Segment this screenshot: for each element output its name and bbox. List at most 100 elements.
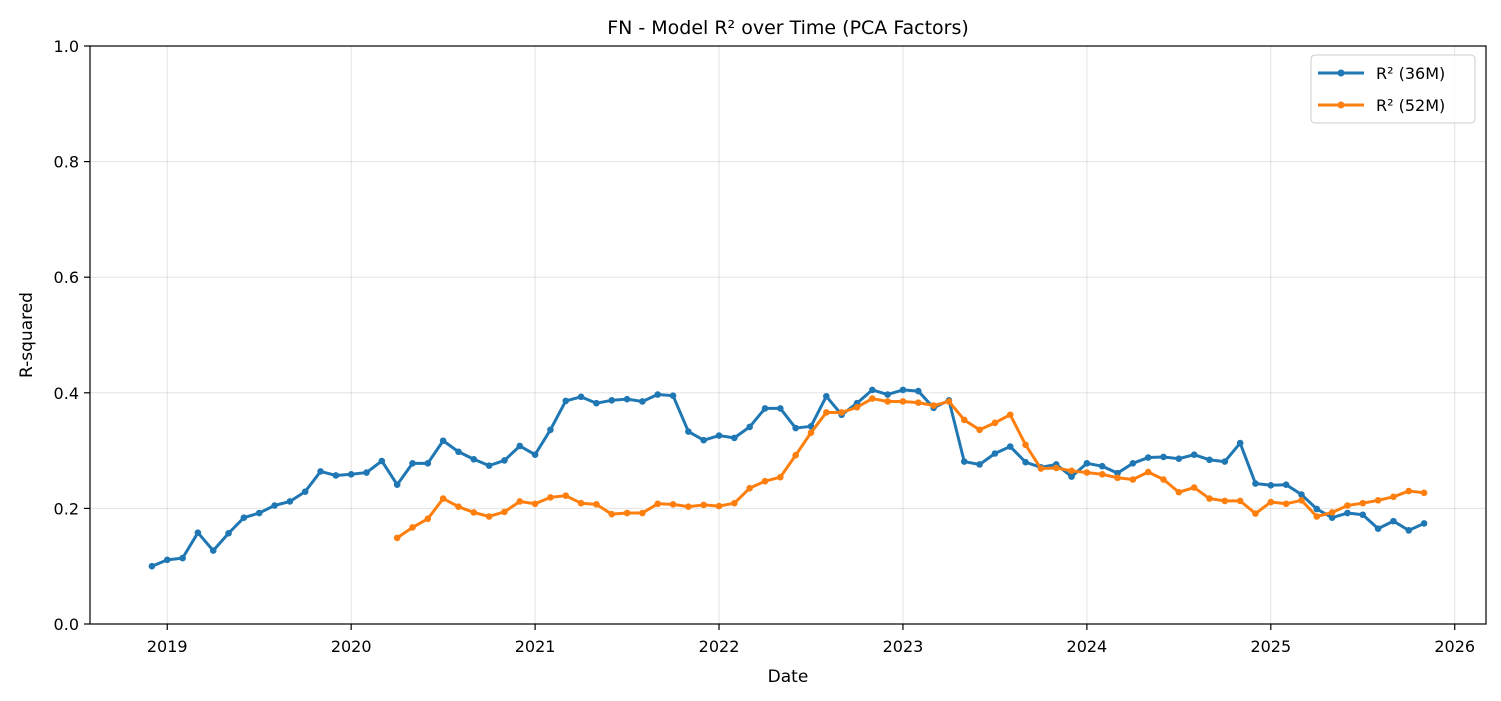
data-point bbox=[960, 416, 968, 424]
data-point bbox=[777, 473, 784, 481]
data-point bbox=[884, 398, 891, 405]
data-point bbox=[1175, 455, 1183, 462]
data-point bbox=[1221, 497, 1229, 505]
data-point bbox=[731, 434, 738, 442]
data-point bbox=[470, 509, 478, 516]
data-point bbox=[424, 460, 432, 467]
x-tick-label: 2021 bbox=[515, 637, 556, 656]
data-point bbox=[869, 395, 876, 402]
data-point bbox=[1144, 468, 1152, 476]
data-point bbox=[639, 398, 646, 405]
y-tick-label: 0.6 bbox=[54, 268, 79, 287]
data-point bbox=[899, 398, 907, 405]
data-point bbox=[286, 498, 294, 505]
data-point bbox=[823, 392, 830, 400]
x-tick-label: 2026 bbox=[1434, 637, 1475, 656]
data-point bbox=[1006, 411, 1014, 419]
data-point bbox=[531, 500, 539, 508]
data-point bbox=[869, 386, 876, 394]
data-point bbox=[1144, 454, 1152, 461]
data-point bbox=[439, 495, 447, 502]
x-tick-label: 2024 bbox=[1067, 637, 1108, 656]
data-point bbox=[409, 460, 416, 467]
data-point bbox=[1037, 465, 1045, 472]
data-point bbox=[639, 509, 646, 517]
data-point bbox=[899, 386, 907, 394]
data-point bbox=[623, 509, 631, 517]
data-point bbox=[746, 423, 753, 431]
data-point bbox=[715, 502, 723, 510]
data-point bbox=[179, 554, 186, 562]
data-point bbox=[1390, 517, 1397, 525]
data-point bbox=[838, 409, 845, 416]
data-point bbox=[1006, 443, 1014, 450]
data-point bbox=[1344, 502, 1351, 509]
chart-title: FN - Model R² over Time (PCA Factors) bbox=[607, 17, 969, 39]
data-point bbox=[1236, 497, 1244, 505]
data-point bbox=[685, 428, 692, 435]
data-point bbox=[960, 458, 968, 465]
data-point bbox=[1206, 495, 1213, 502]
y-tick-label: 1.0 bbox=[54, 37, 79, 56]
data-point bbox=[976, 461, 983, 468]
data-point bbox=[363, 469, 370, 476]
y-tick-label: 0.2 bbox=[54, 499, 79, 518]
data-point bbox=[1344, 509, 1351, 517]
data-point bbox=[1206, 456, 1213, 464]
series-layer bbox=[148, 386, 1428, 570]
data-point bbox=[1374, 525, 1382, 532]
data-point bbox=[1328, 509, 1336, 516]
data-point bbox=[1282, 500, 1290, 508]
data-point bbox=[715, 432, 723, 439]
data-point bbox=[1022, 441, 1029, 449]
data-point bbox=[577, 499, 585, 507]
data-point bbox=[593, 501, 600, 508]
data-point bbox=[991, 450, 999, 457]
data-point bbox=[1129, 460, 1137, 467]
data-point bbox=[209, 547, 217, 554]
data-point bbox=[807, 423, 815, 430]
data-point bbox=[1083, 469, 1091, 476]
data-point bbox=[853, 403, 861, 411]
data-point bbox=[731, 499, 738, 507]
data-point bbox=[562, 492, 570, 499]
data-point bbox=[792, 424, 799, 432]
data-point bbox=[531, 451, 539, 458]
data-point bbox=[547, 494, 554, 501]
data-point bbox=[669, 392, 677, 399]
data-point bbox=[393, 534, 401, 542]
data-point bbox=[1298, 497, 1305, 504]
data-point bbox=[1083, 460, 1091, 467]
data-point bbox=[608, 397, 616, 404]
y-axis-title: R-squared bbox=[17, 292, 37, 378]
data-point bbox=[1282, 481, 1290, 489]
data-point bbox=[1252, 480, 1259, 487]
legend: R² (36M) R² (52M) bbox=[1310, 54, 1476, 124]
plot-frame bbox=[89, 45, 1487, 625]
data-point bbox=[884, 391, 891, 398]
data-point bbox=[194, 529, 202, 536]
data-point bbox=[424, 515, 432, 523]
legend-label-36m: R² (36M) bbox=[1376, 64, 1445, 83]
data-point bbox=[654, 500, 662, 508]
data-point bbox=[761, 477, 769, 485]
data-point bbox=[654, 391, 662, 398]
data-point bbox=[669, 501, 677, 508]
data-point bbox=[1252, 510, 1259, 517]
data-point bbox=[807, 429, 815, 436]
data-point bbox=[255, 509, 263, 517]
data-point bbox=[1129, 476, 1137, 483]
data-point bbox=[1114, 474, 1121, 482]
data-point bbox=[1098, 471, 1106, 478]
data-point bbox=[485, 513, 493, 520]
data-point bbox=[1359, 511, 1367, 519]
data-point bbox=[516, 442, 524, 450]
data-point bbox=[823, 409, 830, 416]
data-point bbox=[593, 399, 600, 407]
data-point bbox=[409, 524, 416, 531]
y-tick-label: 0.8 bbox=[54, 153, 79, 172]
legend-marker-52m bbox=[1337, 101, 1345, 109]
data-point bbox=[1420, 520, 1428, 527]
data-point bbox=[240, 514, 248, 521]
data-point bbox=[562, 397, 570, 405]
